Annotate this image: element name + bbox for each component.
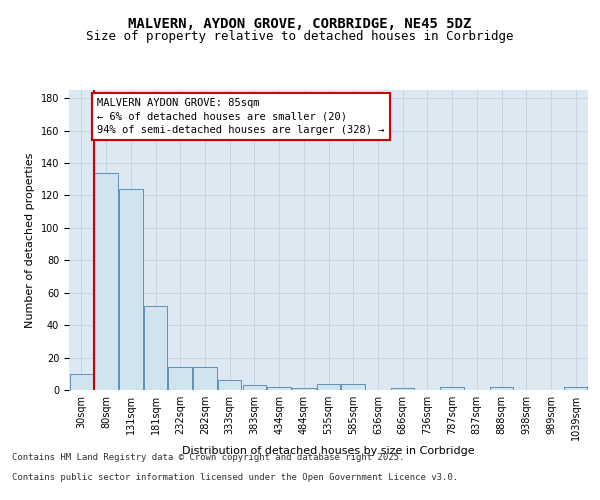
Bar	[268, 387, 291, 390]
Text: Contains public sector information licensed under the Open Government Licence v3: Contains public sector information licen…	[12, 474, 458, 482]
Bar	[292, 388, 316, 390]
Bar	[490, 387, 513, 390]
Text: MALVERN, AYDON GROVE, CORBRIDGE, NE45 5DZ: MALVERN, AYDON GROVE, CORBRIDGE, NE45 5D…	[128, 18, 472, 32]
Bar	[341, 384, 365, 390]
Bar	[218, 380, 241, 390]
Bar	[391, 388, 415, 390]
Bar	[169, 368, 192, 390]
Text: Contains HM Land Registry data © Crown copyright and database right 2025.: Contains HM Land Registry data © Crown c…	[12, 454, 404, 462]
Bar	[144, 306, 167, 390]
Y-axis label: Number of detached properties: Number of detached properties	[25, 152, 35, 328]
Bar	[242, 385, 266, 390]
Bar	[193, 368, 217, 390]
Bar	[564, 387, 587, 390]
Bar	[70, 374, 93, 390]
Bar	[317, 384, 340, 390]
Bar	[440, 387, 464, 390]
Bar	[94, 172, 118, 390]
Bar	[119, 189, 143, 390]
Text: MALVERN AYDON GROVE: 85sqm
← 6% of detached houses are smaller (20)
94% of semi-: MALVERN AYDON GROVE: 85sqm ← 6% of detac…	[97, 98, 385, 134]
Text: Size of property relative to detached houses in Corbridge: Size of property relative to detached ho…	[86, 30, 514, 43]
X-axis label: Distribution of detached houses by size in Corbridge: Distribution of detached houses by size …	[182, 446, 475, 456]
